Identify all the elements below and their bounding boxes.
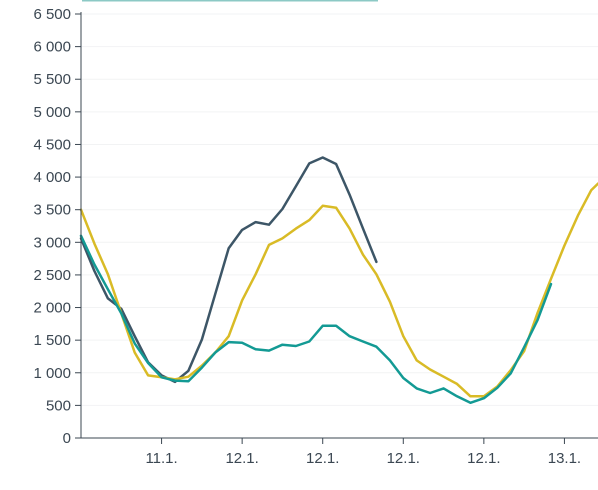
y-tick-label-11: 5 500 — [33, 71, 71, 88]
y-tick-label-10: 5 000 — [33, 104, 71, 121]
y-tick-label-12: 6 000 — [33, 39, 71, 56]
y-tick-label-7: 3 500 — [33, 202, 71, 219]
x-tick-label-4: 12.1. — [467, 450, 500, 467]
x-tick-label-2: 12.1. — [306, 450, 339, 467]
x-tick-label-5: 13.1. — [548, 450, 581, 467]
y-tick-label-4: 2 000 — [33, 300, 71, 317]
y-tick-label-5: 2 500 — [33, 267, 71, 284]
gridlines — [81, 13, 598, 406]
series-line-2 — [79, 234, 553, 405]
y-tick-label-9: 4 500 — [33, 136, 71, 153]
y-tick-label-1: 500 — [46, 397, 71, 414]
x-axis: 11.1. 12.1. 12.1. 12.1. 12.1. 13.1. — [81, 437, 598, 467]
y-tick-label-8: 4 000 — [33, 169, 71, 186]
y-tick-label-6: 3 000 — [33, 234, 71, 251]
y-axis: 0 500 1 000 1 500 2 000 2 500 3 000 3 500 4 000 4… — [33, 6, 82, 447]
x-tick-label-0: 11.1. — [145, 450, 177, 467]
x-tick-label-3: 12.1. — [387, 450, 420, 467]
series-line-1 — [79, 182, 598, 398]
series-line-0 — [79, 156, 378, 384]
y-tick-label-3: 1 500 — [33, 332, 71, 349]
x-tick-label-1: 12.1. — [225, 450, 258, 467]
y-tick-label-13: 6 500 — [33, 6, 71, 23]
y-tick-label-0: 0 — [63, 430, 71, 447]
series-lines — [79, 156, 598, 405]
y-tick-label-2: 1 000 — [33, 365, 71, 382]
